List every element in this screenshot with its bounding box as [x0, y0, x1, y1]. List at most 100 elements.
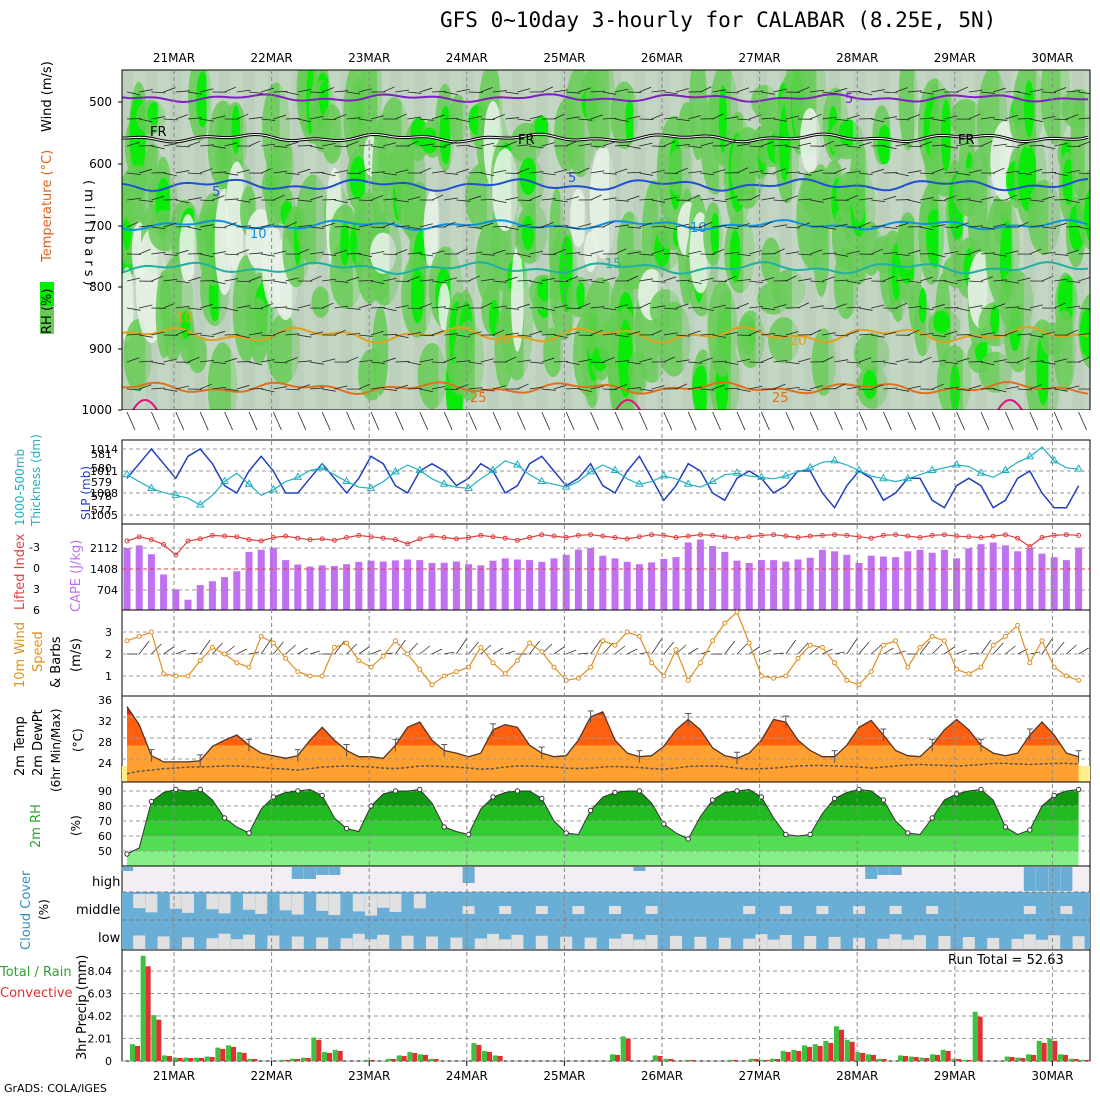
- wind-barb: [126, 307, 141, 311]
- precip-total-bar: [364, 1059, 370, 1061]
- day-label-bottom: 24MAR: [446, 1069, 488, 1083]
- wind-barb: [761, 172, 776, 175]
- contour-purple-5: [122, 93, 1089, 104]
- precip-total-bar: [1068, 1058, 1074, 1061]
- wind-barb: [1066, 170, 1080, 174]
- wind-barb: [370, 307, 385, 309]
- lifted-index-point: [344, 535, 350, 540]
- contour-magenta: [997, 399, 1023, 410]
- wind-barb: [358, 383, 371, 390]
- wind-barb: [663, 356, 676, 363]
- rh-blob-mid: [949, 99, 983, 138]
- wind-barb: [505, 196, 519, 201]
- wind-barb: [627, 115, 641, 120]
- wind-barb: [871, 118, 885, 123]
- lifted-index-point: [1002, 532, 1008, 538]
- wind-barb: [261, 253, 275, 257]
- cape-bar: [330, 565, 338, 610]
- wind-barbs-upper: [126, 86, 1090, 393]
- wind-barb: [1078, 356, 1090, 363]
- wind-barb: [139, 384, 152, 390]
- contour-magenta: [615, 399, 641, 410]
- wind10-point: [429, 682, 435, 688]
- wind-barb: [651, 225, 666, 228]
- wind10-barb: [1078, 647, 1089, 655]
- wind-barb: [1066, 280, 1081, 283]
- wind-barb: [126, 357, 140, 363]
- wind-barb: [236, 169, 250, 174]
- wind10-point: [356, 658, 362, 664]
- lifted-index-point: [490, 534, 496, 540]
- wind-barb: [883, 116, 897, 120]
- wind10-barb: [334, 640, 345, 655]
- cloud-mid-gap: [279, 894, 292, 911]
- thickness-point: [122, 469, 132, 478]
- cape-bar: [904, 551, 912, 610]
- wind-barb: [456, 88, 470, 93]
- temp-line: [126, 706, 1079, 763]
- wind-barb: [602, 388, 617, 390]
- day-label-bottom: 21MAR: [153, 1069, 195, 1083]
- rh-axis-label: RH (%): [40, 289, 55, 334]
- thickness-point: [244, 479, 254, 487]
- wind10-barb: [627, 648, 638, 655]
- wind-barb: [822, 116, 837, 120]
- wind-barb: [139, 334, 153, 338]
- wind-barb: [431, 170, 446, 174]
- thickness-point: [342, 476, 351, 485]
- cloud-mid-gap: [206, 894, 219, 910]
- cloud-low-gap: [633, 939, 646, 949]
- wind10-barb: [138, 640, 150, 655]
- wind10-tick: 2: [105, 648, 112, 661]
- cape-bar: [306, 566, 314, 610]
- wind-barb: [187, 356, 200, 363]
- cloud-low-gap: [779, 935, 792, 949]
- wind-barb: [541, 222, 554, 228]
- lifted-index-point: [124, 538, 130, 544]
- precip-convective-bar: [871, 1054, 876, 1061]
- wind-barb: [578, 143, 592, 147]
- wind-barb: [126, 388, 141, 391]
- wind-barb: [932, 168, 945, 174]
- wind-barb: [602, 91, 617, 95]
- wind10-point: [234, 660, 240, 666]
- slp-tick: 1011: [90, 465, 118, 478]
- wind-barb: [419, 359, 434, 363]
- cape-bar: [989, 542, 997, 610]
- wind10-barb: [883, 647, 894, 655]
- wind-barb: [663, 252, 678, 255]
- wind-barb: [602, 172, 617, 175]
- wind-barb: [627, 171, 642, 174]
- cape-bar: [477, 565, 485, 610]
- lifted-index-point: [441, 535, 447, 540]
- wind-barb: [517, 359, 532, 363]
- wind-barb: [1029, 118, 1044, 123]
- rh-point: [417, 786, 423, 793]
- cape-bar: [965, 548, 973, 610]
- lifted-index-point: [636, 534, 642, 540]
- cape-bar: [391, 560, 399, 610]
- wind-barb: [1005, 170, 1020, 174]
- wind10-axis-label-c: & Barbs: [49, 636, 64, 688]
- wind-barb: [858, 221, 871, 228]
- wind-barb: [346, 91, 361, 95]
- wind-barb: [932, 144, 947, 147]
- wind-barb: [370, 280, 385, 285]
- wind-barb-1000: [321, 411, 331, 431]
- thickness-point: [635, 479, 644, 487]
- wind-barb: [126, 141, 140, 147]
- wind-barb: [346, 197, 360, 201]
- cloud-high-bar: [291, 867, 304, 879]
- cloud-low-gap: [316, 937, 329, 949]
- wind-barb: [1029, 224, 1044, 228]
- rh-point: [905, 830, 911, 836]
- thickness-tick: 578: [91, 490, 112, 503]
- contour-label: 15: [605, 257, 622, 272]
- wind10-point: [502, 671, 508, 677]
- thickness-point: [464, 483, 473, 491]
- cloud-low-gap: [987, 937, 1000, 949]
- rh-point: [758, 794, 765, 800]
- rh-blob-bright: [439, 105, 452, 165]
- thickness-point: [415, 465, 425, 474]
- lifted-index-point: [197, 536, 203, 542]
